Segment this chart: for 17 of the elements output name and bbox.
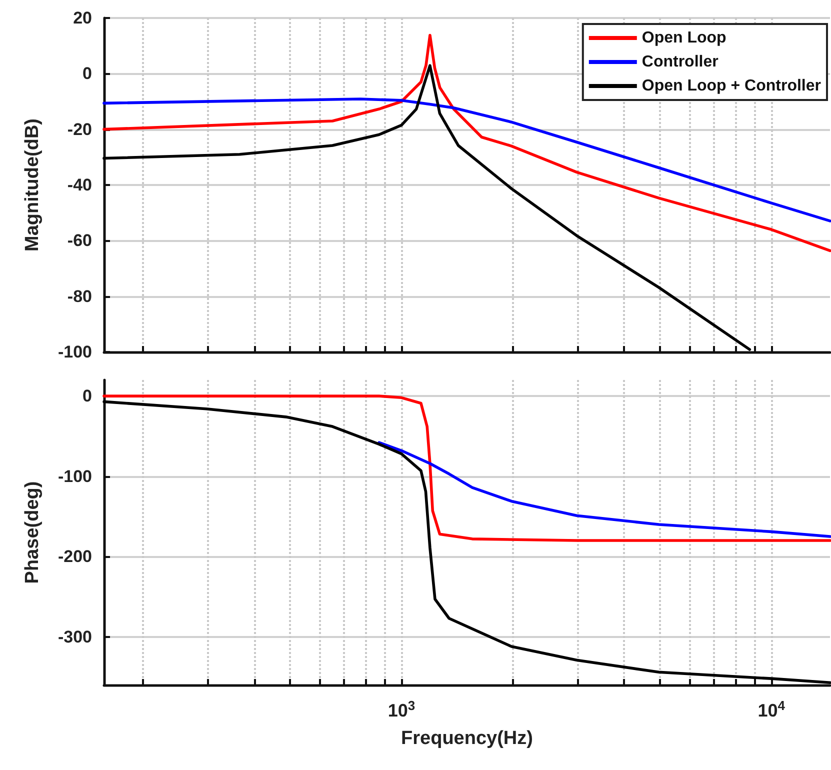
x-axis-title: Frequency(Hz)	[401, 728, 533, 749]
y-tick-label: 20	[73, 8, 92, 28]
legend-label: Open Loop + Controller	[642, 78, 821, 94]
y-axis-title: Magnitude(dB)	[22, 118, 43, 252]
y-tick-label: -80	[67, 286, 92, 306]
y-tick-label: -100	[58, 342, 92, 362]
y-tick-label: 0	[82, 64, 92, 84]
y-tick-label: -60	[67, 231, 92, 250]
y-tick-label: -200	[58, 547, 92, 566]
y-tick-label: 0	[82, 386, 92, 406]
y-tick-label: -20	[67, 120, 92, 139]
legend-label: Open Loop	[642, 30, 727, 46]
legend-label: Controller	[642, 54, 718, 70]
y-tick-label: -100	[58, 466, 92, 486]
y-axis-title: Phase(deg)	[22, 481, 43, 584]
y-tick-label: -300	[58, 627, 92, 646]
y-tick-label: -40	[67, 176, 92, 194]
